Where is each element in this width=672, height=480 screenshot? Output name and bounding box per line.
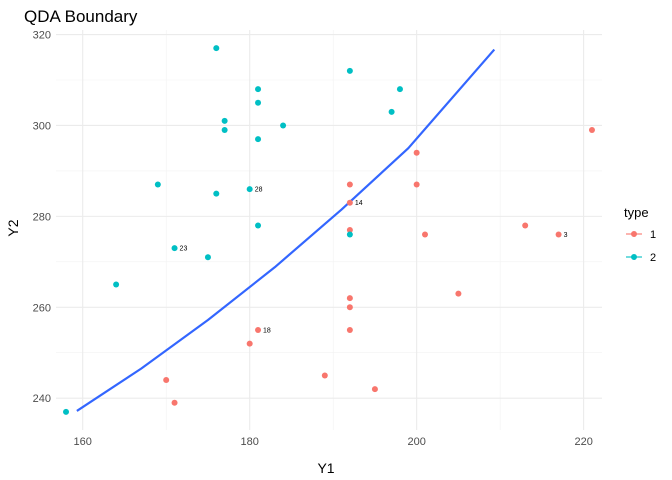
data-point-type-1	[455, 290, 462, 297]
data-point-type-1	[321, 372, 328, 379]
point-label: 23	[180, 246, 188, 253]
data-points: 14 3 18 28 23	[63, 45, 595, 415]
data-point-type-2	[204, 254, 211, 261]
data-point-type-2	[396, 86, 403, 93]
y-tick-label: 320	[33, 30, 51, 42]
boundary-line	[76, 48, 496, 412]
data-point-type-2	[255, 99, 262, 106]
y-axis-title: Y2	[5, 219, 21, 236]
y-tick-label: 280	[33, 211, 51, 223]
data-point-type-1	[413, 149, 420, 156]
data-point-type-1	[346, 227, 353, 233]
data-point-type-2	[388, 108, 395, 115]
legend-label: 1	[650, 229, 656, 241]
point-label: 18	[263, 328, 271, 335]
data-point-type-1	[555, 231, 562, 238]
grid-lines	[56, 30, 602, 430]
axis-tick-labels: 160 180 200 220 240 260 280 300 320	[33, 30, 593, 448]
data-point-type-1	[255, 327, 262, 333]
data-point-type-2	[113, 281, 120, 288]
x-tick-label: 160	[74, 436, 92, 448]
y-tick-label: 240	[33, 393, 51, 405]
legend-key-point	[631, 254, 637, 260]
data-point-type-2	[221, 117, 228, 124]
data-point-type-1	[346, 327, 353, 333]
legend: type 1 2	[624, 205, 656, 264]
data-point-type-2	[154, 181, 161, 188]
data-point-type-2	[255, 222, 262, 229]
data-point-type-2	[280, 122, 287, 129]
data-point-type-2	[213, 45, 220, 52]
data-point-type-1	[346, 295, 353, 302]
data-point-type-2	[221, 127, 228, 133]
data-point-type-1	[588, 127, 595, 133]
y-tick-label: 260	[33, 302, 51, 314]
x-tick-label: 220	[574, 436, 592, 448]
legend-title: type	[624, 205, 649, 220]
data-point-type-2	[213, 190, 220, 197]
decision-boundary	[76, 48, 496, 412]
data-point-type-1	[413, 181, 420, 188]
legend-key-point	[631, 231, 637, 237]
data-point-type-2	[63, 408, 70, 415]
data-point-type-1	[522, 222, 529, 229]
data-point-type-2	[255, 86, 262, 93]
data-point-type-2	[171, 245, 178, 252]
y-tick-label: 300	[33, 120, 51, 132]
data-point-type-1	[346, 304, 353, 311]
data-point-type-2	[346, 231, 353, 238]
data-point-type-2	[246, 186, 253, 193]
data-point-type-2	[346, 67, 353, 74]
point-label: 3	[564, 232, 568, 239]
data-point-type-1	[163, 377, 170, 383]
data-point-type-1	[346, 199, 353, 206]
data-point-type-1	[422, 231, 429, 238]
data-point-type-1	[171, 399, 178, 406]
x-tick-label: 180	[241, 436, 259, 448]
chart-title: QDA Boundary	[24, 7, 138, 26]
data-point-type-2	[255, 136, 262, 143]
data-point-type-1	[371, 386, 378, 393]
data-point-type-1	[246, 340, 253, 347]
point-label: 14	[355, 200, 363, 207]
point-label: 28	[255, 187, 263, 194]
data-point-type-1	[346, 181, 353, 188]
x-tick-label: 200	[407, 436, 425, 448]
legend-label: 2	[650, 252, 656, 264]
x-axis-title: Y1	[317, 460, 334, 476]
